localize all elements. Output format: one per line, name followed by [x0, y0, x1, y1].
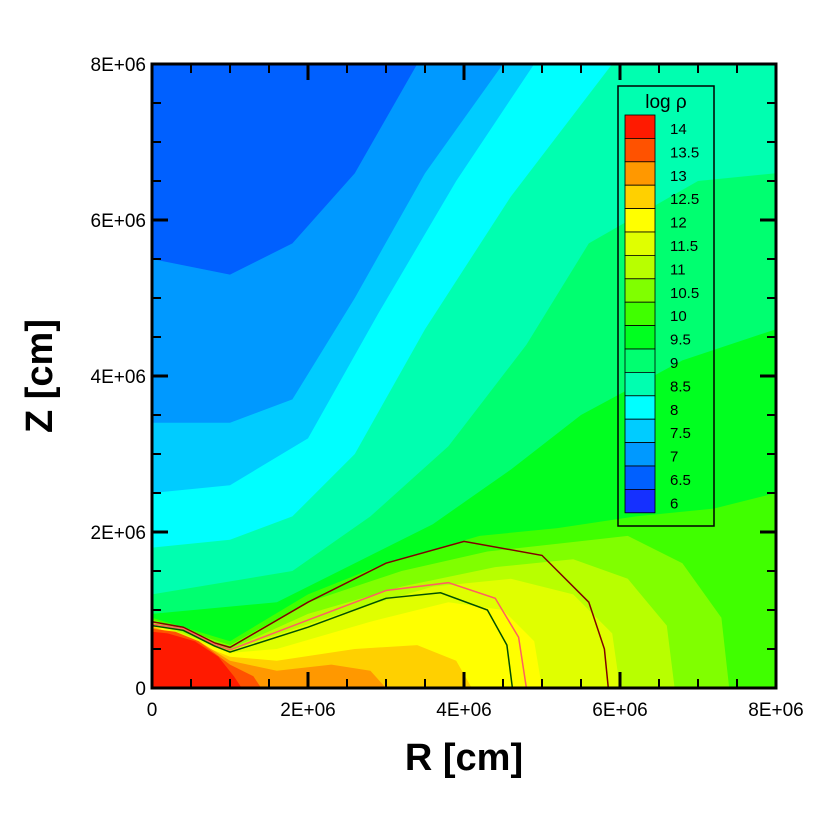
- x-axis-title: R [cm]: [405, 737, 523, 779]
- legend-label: 9: [670, 355, 678, 372]
- legend-swatch: [624, 278, 656, 303]
- density-field: [152, 64, 776, 688]
- contour-line-2: [152, 592, 514, 688]
- legend-title: log ρ: [645, 92, 687, 113]
- y-tick-label: 4E+06: [91, 367, 146, 388]
- legend-swatch: [624, 254, 656, 280]
- y-tick-label: 6E+06: [91, 211, 146, 232]
- legend-swatch: [624, 301, 656, 327]
- legend-swatch: [624, 325, 656, 350]
- x-tick-labels: 0 2E+06 4E+06 6E+06 8E+06: [147, 700, 804, 721]
- legend-swatch: [624, 161, 656, 186]
- legend-swatch: [624, 184, 656, 209]
- x-tick-label: 0: [147, 700, 158, 721]
- contour-lines: [152, 540, 610, 688]
- contour-line-1: [152, 581, 528, 688]
- density-band-15: [152, 64, 418, 275]
- y-tick-label: 0: [135, 679, 146, 700]
- legend-swatch: [624, 137, 656, 163]
- x-tick-label: 6E+06: [592, 700, 647, 721]
- legend-label: 11: [670, 261, 686, 278]
- legend-label: 6: [670, 495, 678, 512]
- y-tick-labels: 0 2E+06 4E+06 6E+06 8E+06: [91, 55, 146, 700]
- legend-label: 8: [670, 402, 678, 419]
- legend-label: 6.5: [670, 472, 691, 489]
- x-tick-label: 4E+06: [436, 700, 491, 721]
- legend-swatch: [624, 371, 656, 397]
- contour-line-0: [152, 540, 610, 688]
- legend-label: 14: [670, 121, 687, 138]
- x-tick-label: 2E+06: [280, 700, 335, 721]
- legend-label: 10.5: [670, 285, 699, 302]
- legend-label: 10: [670, 308, 687, 325]
- legend-box: [617, 85, 715, 527]
- axis-ticks: [150, 62, 778, 690]
- legend-label: 13.5: [670, 144, 699, 161]
- legend-swatch: [624, 348, 656, 373]
- legend-label: 12.5: [670, 191, 699, 208]
- legend-swatch: [624, 465, 656, 490]
- legend-swatch: [624, 418, 656, 444]
- y-axis-title: Z [cm]: [19, 319, 61, 433]
- legend-swatch: [624, 442, 656, 467]
- y-tick-label: 2E+06: [91, 523, 146, 544]
- legend-label: 7: [670, 449, 678, 466]
- legend: log ρ 14 13.5 13 12.5 12 11.5 11 10.5 10 9.5 9 8.5 8…: [617, 85, 715, 527]
- legend-swatch: [624, 114, 656, 139]
- legend-label: 9.5: [670, 332, 691, 349]
- x-tick-label: 8E+06: [748, 700, 803, 721]
- legend-swatch: [624, 395, 656, 420]
- legend-label: 12: [670, 215, 687, 232]
- density-band-11: [152, 631, 242, 688]
- y-tick-label: 8E+06: [91, 55, 146, 76]
- legend-swatch: [624, 488, 656, 514]
- legend-label: 13: [670, 168, 687, 185]
- legend-swatch: [624, 208, 656, 233]
- legend-label: 8.5: [670, 378, 691, 395]
- legend-label: 7.5: [670, 425, 691, 442]
- legend-label: 11.5: [670, 238, 698, 255]
- legend-swatch: [624, 231, 656, 256]
